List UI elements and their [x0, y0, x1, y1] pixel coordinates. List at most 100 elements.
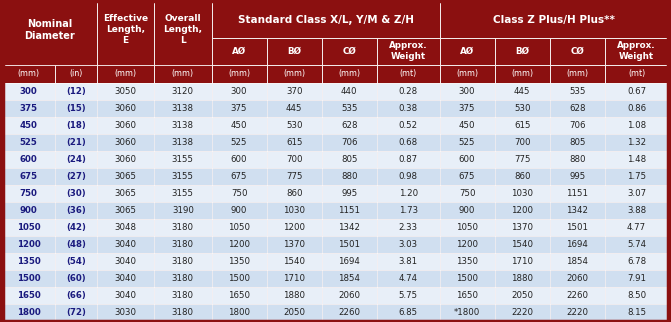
Bar: [321, 185, 377, 202]
Bar: [154, 304, 211, 321]
Text: 1200: 1200: [17, 240, 40, 249]
Text: 2220: 2220: [566, 308, 588, 317]
Bar: [266, 236, 321, 253]
Text: 1050: 1050: [17, 223, 40, 232]
Text: 3065: 3065: [115, 189, 136, 198]
Text: (60): (60): [66, 274, 86, 283]
Bar: [97, 270, 154, 287]
Text: 2.33: 2.33: [399, 223, 418, 232]
Text: 3180: 3180: [172, 257, 194, 266]
Text: 675: 675: [231, 172, 248, 181]
Text: (mt): (mt): [399, 69, 417, 78]
Text: 1370: 1370: [511, 223, 533, 232]
Bar: [154, 134, 211, 151]
Text: 0.68: 0.68: [399, 138, 418, 147]
Text: Class Z Plus/H Plus**: Class Z Plus/H Plus**: [493, 14, 615, 24]
Bar: [211, 134, 266, 151]
Text: 1650: 1650: [456, 291, 478, 300]
Bar: [550, 100, 605, 117]
Text: 675: 675: [459, 172, 475, 181]
Text: 1151: 1151: [338, 206, 360, 215]
Bar: [55, 236, 97, 253]
Bar: [321, 117, 377, 134]
Bar: [440, 185, 495, 202]
Bar: [440, 219, 495, 236]
Bar: [211, 253, 266, 270]
Bar: [495, 219, 550, 236]
Bar: [211, 270, 266, 287]
Bar: [55, 168, 97, 185]
Text: 3060: 3060: [115, 138, 136, 147]
Bar: [550, 38, 605, 65]
Bar: [377, 168, 440, 185]
Bar: [605, 270, 668, 287]
Text: 1540: 1540: [283, 257, 305, 266]
Bar: [97, 185, 154, 202]
Text: 1650: 1650: [228, 291, 250, 300]
Text: 0.28: 0.28: [399, 87, 418, 96]
Bar: [550, 202, 605, 219]
Text: 3180: 3180: [172, 291, 194, 300]
Bar: [97, 236, 154, 253]
Text: 530: 530: [286, 121, 303, 130]
Text: 2260: 2260: [566, 291, 588, 300]
Text: Nominal
Diameter: Nominal Diameter: [24, 19, 75, 41]
Text: 615: 615: [514, 121, 531, 130]
Text: (12): (12): [66, 87, 86, 96]
Bar: [211, 117, 266, 134]
Text: (27): (27): [66, 172, 86, 181]
Text: 600: 600: [20, 155, 38, 164]
Text: 1694: 1694: [566, 240, 588, 249]
Text: (mm): (mm): [17, 69, 40, 78]
Bar: [3, 168, 55, 185]
Text: 1694: 1694: [338, 257, 360, 266]
Text: (mm): (mm): [456, 69, 478, 78]
Text: 1880: 1880: [283, 291, 305, 300]
Text: 4.74: 4.74: [399, 274, 418, 283]
Bar: [495, 270, 550, 287]
Text: 880: 880: [341, 172, 358, 181]
Bar: [495, 253, 550, 270]
Bar: [97, 202, 154, 219]
Bar: [440, 270, 495, 287]
Text: 8.15: 8.15: [627, 308, 646, 317]
Text: 1200: 1200: [511, 206, 533, 215]
Bar: [266, 100, 321, 117]
Bar: [495, 168, 550, 185]
Bar: [97, 219, 154, 236]
Bar: [97, 287, 154, 304]
Bar: [377, 65, 440, 83]
Bar: [3, 83, 55, 100]
Bar: [550, 151, 605, 168]
Text: 1342: 1342: [566, 206, 588, 215]
Bar: [154, 1, 211, 83]
Text: 1050: 1050: [456, 223, 478, 232]
Text: 860: 860: [514, 172, 531, 181]
Bar: [377, 236, 440, 253]
Bar: [3, 1, 97, 83]
Bar: [440, 287, 495, 304]
Text: (42): (42): [66, 223, 86, 232]
Bar: [321, 202, 377, 219]
Text: 3120: 3120: [172, 87, 194, 96]
Bar: [377, 151, 440, 168]
Bar: [154, 83, 211, 100]
Text: 2260: 2260: [338, 308, 360, 317]
Text: 1.75: 1.75: [627, 172, 646, 181]
Text: 1880: 1880: [511, 274, 533, 283]
Text: 1200: 1200: [456, 240, 478, 249]
Bar: [495, 134, 550, 151]
Text: (48): (48): [66, 240, 86, 249]
Text: 1.08: 1.08: [627, 121, 646, 130]
Text: 2060: 2060: [338, 291, 360, 300]
Text: 1650: 1650: [17, 291, 40, 300]
Bar: [266, 185, 321, 202]
Text: 706: 706: [341, 138, 358, 147]
Text: 900: 900: [20, 206, 38, 215]
Text: 8.50: 8.50: [627, 291, 646, 300]
Text: Overall
Length,
L: Overall Length, L: [163, 14, 203, 45]
Bar: [97, 117, 154, 134]
Bar: [495, 236, 550, 253]
Text: 300: 300: [459, 87, 475, 96]
Bar: [321, 219, 377, 236]
